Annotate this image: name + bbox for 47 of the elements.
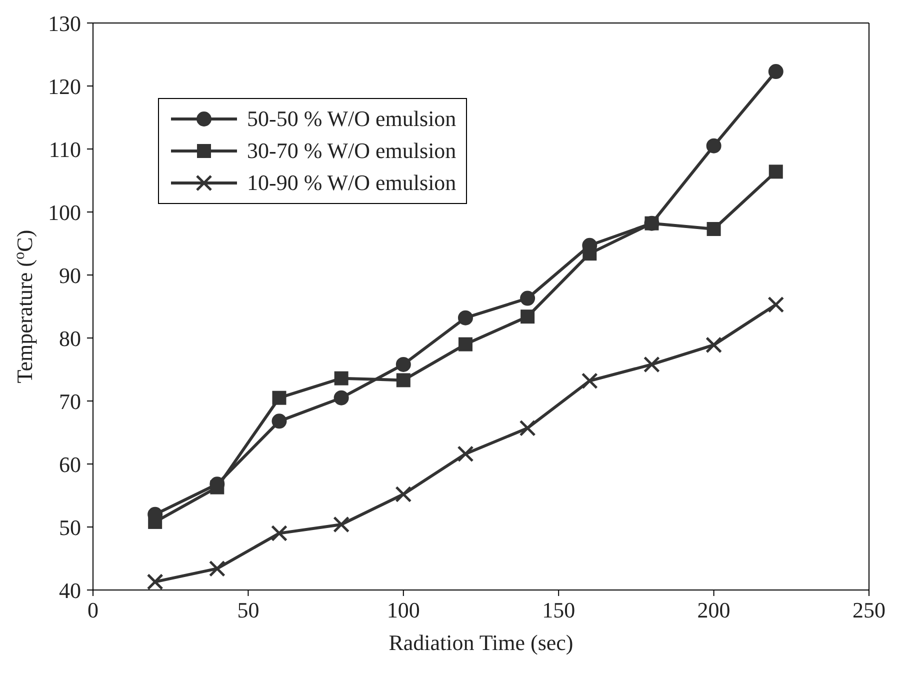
point — [396, 373, 410, 388]
point — [520, 310, 535, 324]
x-tick-label: 100 — [386, 598, 420, 623]
point — [458, 337, 472, 352]
point — [768, 164, 783, 179]
x-tick-label: 150 — [542, 598, 576, 623]
point — [706, 222, 721, 236]
y-tick-label: 40 — [59, 578, 81, 603]
point — [519, 420, 536, 436]
point — [334, 371, 348, 386]
legend-label: 50-50 % W/O emulsion — [247, 106, 456, 132]
y-tick-label: 70 — [59, 388, 81, 414]
y-tick-label: 80 — [59, 326, 81, 351]
point — [458, 310, 473, 326]
point — [272, 390, 286, 405]
point — [210, 480, 224, 494]
point — [582, 246, 597, 261]
y-tick-label: 90 — [59, 262, 81, 288]
legend-label: 10-90 % W/O emulsion — [247, 170, 456, 196]
x-tick-label: 200 — [697, 598, 730, 623]
legend-label: 30-70 % W/O emulsion — [247, 138, 456, 164]
y-tick-label: 50 — [59, 514, 81, 540]
point — [395, 486, 412, 502]
point — [333, 516, 350, 533]
point — [396, 356, 411, 372]
point — [643, 356, 660, 373]
y-tick-label: 60 — [59, 452, 81, 477]
point — [768, 296, 784, 313]
point — [457, 446, 474, 462]
point — [146, 574, 164, 590]
y-tick-label: 100 — [48, 200, 81, 225]
x-tick-label: 0 — [88, 598, 98, 623]
point — [581, 372, 598, 390]
y-tick-label: 120 — [48, 74, 81, 99]
point — [706, 336, 722, 354]
point — [208, 560, 226, 577]
x-tick-label: 50 — [237, 598, 260, 623]
point — [706, 138, 722, 154]
x-axis-title: Radiation Time (sec) — [388, 630, 574, 655]
point — [520, 290, 536, 306]
point — [270, 525, 288, 542]
point — [768, 64, 784, 80]
point — [334, 390, 349, 406]
y-tick-label: 110 — [48, 136, 81, 162]
y-tick-label: 130 — [48, 10, 81, 36]
point — [272, 414, 287, 429]
x-tick-label: 250 — [852, 598, 886, 623]
